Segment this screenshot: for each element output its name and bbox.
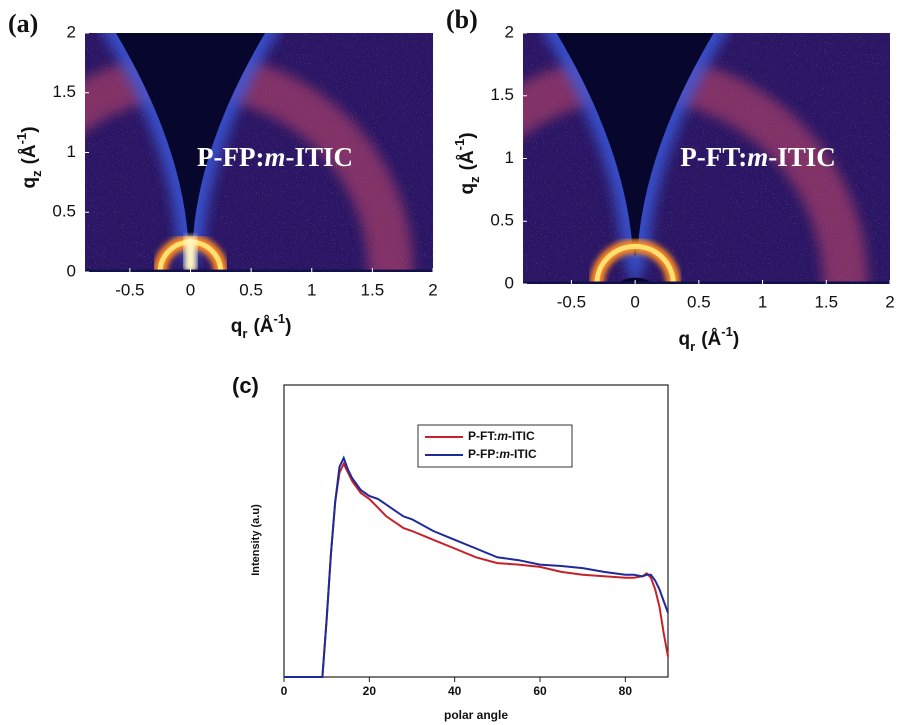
legend-label: P-FT:m-ITIC — [468, 429, 535, 443]
x-tick-label: -0.5 — [115, 280, 144, 299]
panel-label: (c) — [232, 373, 259, 398]
heatmap-image — [85, 33, 433, 272]
axis-label-part: -1 — [721, 324, 733, 339]
x-tick-label: 1.5 — [814, 292, 838, 311]
x-tick-label: 0.5 — [687, 292, 711, 311]
x-tick-label: 40 — [448, 684, 462, 698]
x-tick-label: 1.5 — [361, 280, 385, 299]
axis-label: qz (Å-1) — [452, 132, 482, 194]
x-tick-label: 2 — [428, 280, 437, 299]
axis-label-part: q — [19, 177, 40, 189]
y-axis-label: Intensity (a.u) — [250, 504, 262, 576]
y-tick-label: 0.5 — [490, 211, 514, 230]
axis-label-part: (Å — [701, 329, 721, 350]
legend-box — [417, 424, 573, 468]
y-tick-label: 2 — [505, 22, 514, 41]
axis-label-part: ) — [19, 126, 40, 132]
axis-label: qr (Å-1) — [231, 311, 292, 341]
axis-label-part: (Å — [19, 144, 40, 164]
axis-label-part: ) — [285, 316, 291, 337]
y-tick-label: 1 — [67, 142, 76, 161]
x-tick-label: 0 — [630, 292, 639, 311]
annotation: P-FP:m-ITIC — [197, 142, 353, 172]
axis-label: qz (Å-1) — [14, 126, 44, 188]
x-axis-label: polar angle — [444, 708, 508, 722]
wedge — [556, 33, 714, 257]
x-tick-label: 20 — [363, 684, 377, 698]
annotation: P-FT:m-ITIC — [680, 142, 836, 172]
x-tick-label: 0.5 — [239, 280, 263, 299]
x-tick-label: -0.5 — [557, 292, 586, 311]
x-tick-label: 1 — [758, 292, 767, 311]
y-tick-label: 1.5 — [490, 85, 514, 104]
horizon — [85, 269, 433, 272]
panel-label: (a) — [8, 9, 38, 38]
legend-label: P-FP:m-ITIC — [468, 447, 537, 461]
horizon — [523, 281, 890, 284]
axis-label-part: r — [690, 339, 695, 354]
y-tick-label: 2 — [67, 22, 76, 41]
heatmap-image — [523, 33, 890, 284]
x-tick-label: 0 — [186, 280, 195, 299]
axis-label: qr (Å-1) — [679, 324, 740, 354]
x-tick-label: 1 — [307, 280, 316, 299]
axis-label-part: ) — [457, 132, 478, 138]
axis-label-part: z — [467, 176, 482, 183]
axis-label-part: -1 — [14, 133, 29, 145]
plot-frame — [283, 384, 669, 678]
axis-label-part: (Å — [253, 316, 273, 337]
axis-label-part: q — [457, 183, 478, 195]
axis-label-part: -1 — [274, 311, 286, 326]
specular — [184, 236, 197, 272]
x-tick-label: 80 — [619, 684, 633, 698]
series-line — [284, 461, 669, 678]
y-tick-label: 1 — [505, 148, 514, 167]
axis-label-part: ) — [733, 329, 739, 350]
x-tick-label: 60 — [533, 684, 547, 698]
ring — [594, 243, 676, 284]
wedge — [115, 33, 266, 246]
panel-label: (b) — [446, 5, 478, 34]
series-line — [284, 455, 669, 678]
y-tick-label: 0 — [505, 273, 514, 292]
x-tick-label: 2 — [885, 292, 894, 311]
y-tick-label: 0 — [67, 261, 76, 280]
axis-label-part: r — [242, 326, 247, 341]
axis-label-part: (Å — [457, 150, 478, 170]
x-tick-label: 0 — [281, 684, 288, 698]
y-tick-label: 1.5 — [52, 82, 76, 101]
axis-label-part: q — [231, 316, 243, 337]
axis-label-part: q — [679, 329, 691, 350]
y-tick-label: 0.5 — [52, 202, 76, 221]
axis-label-part: -1 — [452, 139, 467, 151]
axis-label-part: z — [29, 170, 44, 177]
